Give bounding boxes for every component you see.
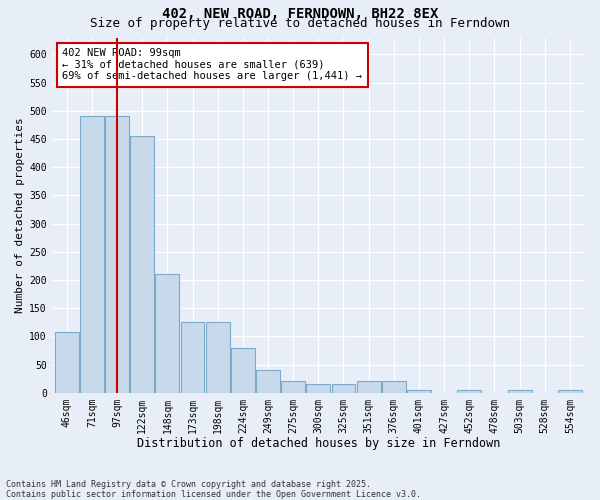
Bar — [356, 382, 380, 392]
Bar — [155, 274, 179, 392]
Bar — [281, 382, 305, 392]
Bar — [407, 390, 431, 392]
Bar — [307, 384, 330, 392]
Bar — [130, 136, 154, 392]
Bar — [231, 348, 255, 393]
Bar — [80, 116, 104, 392]
X-axis label: Distribution of detached houses by size in Ferndown: Distribution of detached houses by size … — [137, 437, 500, 450]
Text: Size of property relative to detached houses in Ferndown: Size of property relative to detached ho… — [90, 18, 510, 30]
Text: 402, NEW ROAD, FERNDOWN, BH22 8EX: 402, NEW ROAD, FERNDOWN, BH22 8EX — [162, 8, 438, 22]
Bar — [105, 116, 129, 392]
Y-axis label: Number of detached properties: Number of detached properties — [15, 117, 25, 313]
Bar — [558, 390, 582, 392]
Text: Contains HM Land Registry data © Crown copyright and database right 2025.
Contai: Contains HM Land Registry data © Crown c… — [6, 480, 421, 499]
Text: 402 NEW ROAD: 99sqm
← 31% of detached houses are smaller (639)
69% of semi-detac: 402 NEW ROAD: 99sqm ← 31% of detached ho… — [62, 48, 362, 82]
Bar — [206, 322, 230, 392]
Bar — [457, 390, 481, 392]
Bar — [382, 382, 406, 392]
Bar — [256, 370, 280, 392]
Bar — [55, 332, 79, 392]
Bar — [508, 390, 532, 392]
Bar — [332, 384, 355, 392]
Bar — [181, 322, 205, 392]
